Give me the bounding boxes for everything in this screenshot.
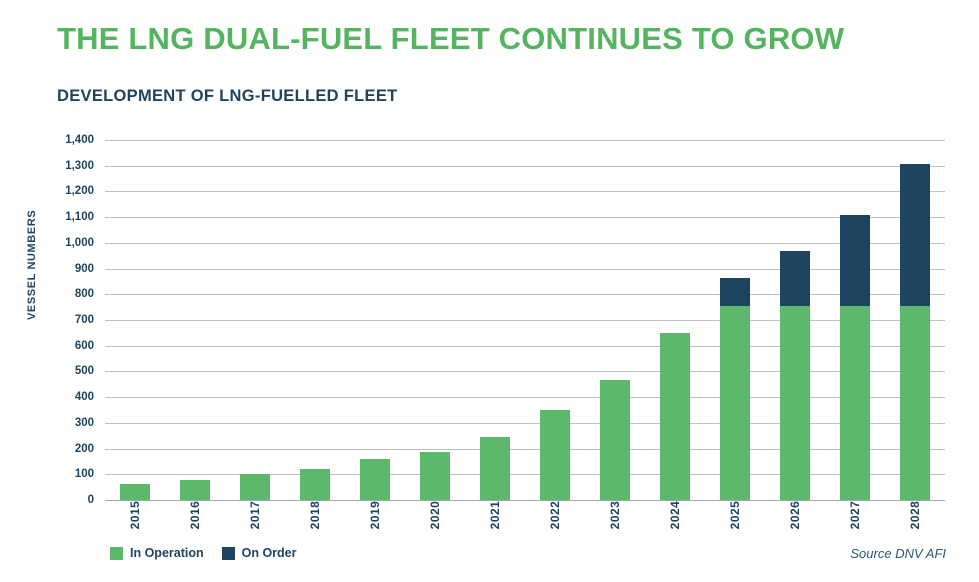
legend-item-in-operation[interactable]: In Operation — [110, 546, 204, 560]
y-axis-tick-label: 600 — [74, 339, 94, 352]
bar-segment-in-operation[interactable] — [780, 305, 810, 500]
bar-group[interactable] — [420, 140, 450, 500]
bar-segment-in-operation[interactable] — [900, 305, 930, 500]
bar-segment-in-operation[interactable] — [720, 305, 750, 500]
y-axis-tick-label: 1,400 — [65, 134, 94, 146]
y-axis-tick-label: 700 — [74, 314, 94, 326]
gridline — [105, 140, 945, 141]
gridline — [105, 217, 945, 219]
gridline — [105, 397, 945, 399]
bar-segment-on-order[interactable] — [780, 250, 810, 306]
y-axis-tick-label: 900 — [74, 262, 94, 275]
chart-subtitle: DEVELOPMENT OF LNG-FUELLED FLEET — [57, 87, 398, 105]
bar-segment-in-operation[interactable] — [840, 305, 870, 500]
legend-swatch-in-operation — [110, 546, 123, 560]
gridline — [105, 268, 945, 270]
x-axis-tick-label: 2019 — [368, 500, 382, 530]
y-axis-tick-label: 400 — [74, 391, 94, 404]
x-axis-tick-label: 2016 — [188, 500, 202, 530]
y-axis-tick-label: 500 — [74, 365, 94, 378]
gridline — [105, 422, 945, 424]
bar-group[interactable] — [480, 140, 510, 500]
y-axis-tick-label: 1,300 — [65, 159, 94, 172]
y-axis-tick-label: 800 — [74, 288, 94, 301]
gridline — [105, 448, 945, 450]
y-axis-tick-label: 100 — [74, 468, 94, 481]
gridline — [105, 294, 945, 296]
x-axis-tick-label: 2021 — [488, 500, 502, 530]
bar-segment-on-order[interactable] — [840, 214, 870, 306]
y-axis-tick-label: 1,000 — [65, 236, 94, 249]
x-axis-tick-label: 2017 — [248, 500, 262, 530]
legend-swatch-on-order — [221, 546, 235, 560]
bar-segment-in-operation[interactable] — [540, 410, 570, 500]
gridline — [105, 345, 945, 347]
legend-label-in-operation: In Operation — [130, 546, 204, 560]
x-axis-tick-label: 2022 — [548, 500, 562, 530]
bar-segment-in-operation[interactable] — [180, 480, 210, 500]
bar-segment-in-operation[interactable] — [120, 484, 150, 500]
x-axis-tick-label: 2023 — [608, 500, 622, 530]
x-axis-tick-label: 2027 — [848, 500, 862, 530]
bar-segment-in-operation[interactable] — [600, 380, 630, 500]
legend-label-on-order: On Order — [241, 546, 297, 560]
x-axis-tick-label: 2015 — [128, 500, 142, 530]
gridline — [105, 371, 945, 373]
bar-group[interactable] — [720, 140, 750, 500]
x-axis-tick-label: 2018 — [308, 500, 322, 530]
legend-item-on-order[interactable]: On Order — [221, 546, 297, 560]
bar-segment-in-operation[interactable] — [420, 452, 450, 500]
gridline — [105, 191, 945, 193]
x-axis-tick-label: 2025 — [728, 500, 742, 530]
gridline — [105, 165, 945, 167]
source-note: Source DNV AFI — [850, 546, 946, 561]
bar-group[interactable] — [120, 140, 150, 500]
bar-group[interactable] — [540, 140, 570, 500]
chart-legend: In Operation On Order — [110, 546, 297, 560]
y-axis-tick-label: 200 — [74, 442, 94, 455]
bar-group[interactable] — [300, 140, 330, 500]
bar-group[interactable] — [240, 140, 270, 500]
gridline — [105, 320, 945, 321]
page-title: THE LNG DUAL-FUEL FLEET CONTINUES TO GRO… — [57, 21, 845, 56]
bar-segment-in-operation[interactable] — [240, 474, 270, 500]
bar-group[interactable] — [660, 140, 690, 500]
bar-group[interactable] — [900, 140, 930, 500]
y-axis-tick-label: 1,100 — [65, 211, 94, 224]
bar-group[interactable] — [840, 140, 870, 500]
y-axis-tick-label: 0 — [87, 494, 94, 506]
bar-segment-in-operation[interactable] — [300, 469, 330, 500]
plot-area — [105, 140, 945, 501]
x-axis-tick-label: 2026 — [788, 500, 802, 530]
bar-group[interactable] — [360, 140, 390, 500]
y-axis-tick-label: 300 — [74, 416, 94, 429]
bar-segment-on-order[interactable] — [720, 277, 750, 306]
bar-segment-in-operation[interactable] — [360, 458, 390, 500]
bar-group[interactable] — [600, 140, 630, 500]
gridline — [105, 500, 945, 501]
x-axis-tick-label: 2024 — [668, 500, 682, 530]
gridline — [105, 474, 945, 476]
x-axis-tick-label: 2020 — [428, 500, 442, 530]
bar-segment-on-order[interactable] — [900, 164, 930, 306]
bar-segment-in-operation[interactable] — [660, 333, 690, 500]
bar-group[interactable] — [780, 140, 810, 500]
y-axis-tick-label: 1,200 — [65, 185, 94, 198]
x-axis-tick-label: 2028 — [908, 500, 922, 530]
bar-group[interactable] — [180, 140, 210, 500]
gridline — [105, 242, 945, 244]
bar-segment-in-operation[interactable] — [480, 437, 510, 500]
